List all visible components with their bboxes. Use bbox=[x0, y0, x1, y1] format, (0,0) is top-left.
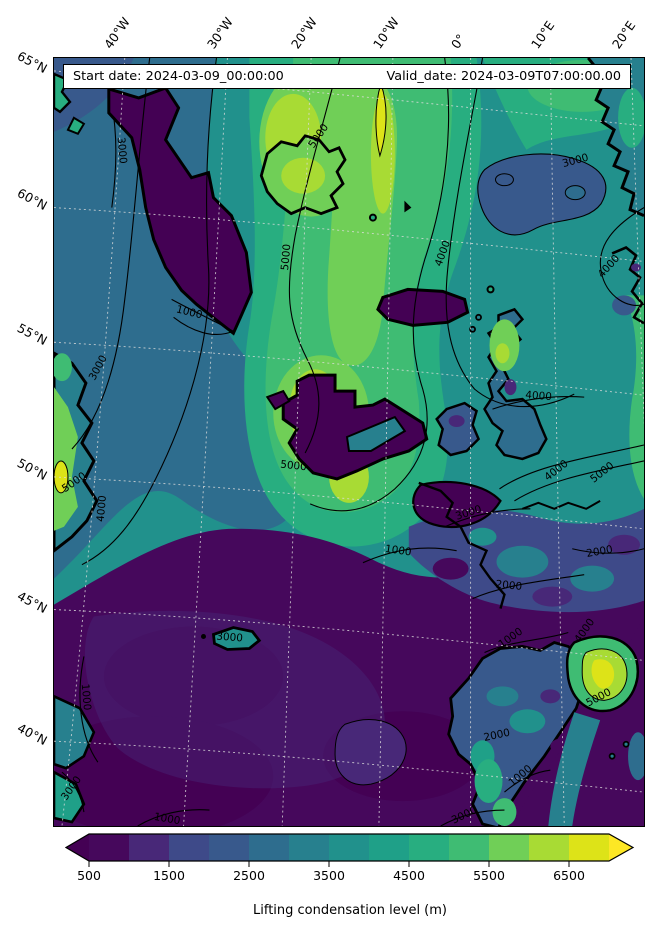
longitude-tick-label: 10°W bbox=[369, 14, 402, 52]
colorbar bbox=[64, 833, 635, 869]
colorbar-tick-label: 5500 bbox=[473, 868, 505, 883]
contour-label: 2000 bbox=[483, 727, 512, 744]
contour-lines bbox=[61, 58, 644, 826]
colorbar-segment bbox=[449, 834, 489, 861]
graticule bbox=[54, 58, 644, 826]
colorbar-over-arrow bbox=[609, 834, 633, 861]
colorbar-tick-label: 6500 bbox=[553, 868, 585, 883]
colorbar-segment bbox=[249, 834, 289, 861]
latitude-tick-label: 65°N bbox=[14, 48, 50, 77]
longitude-tick-label: 0° bbox=[447, 31, 469, 52]
latitude-tick-label: 55°N bbox=[14, 320, 50, 349]
colorbar-tick-label: 2500 bbox=[233, 868, 265, 883]
colorbar-segment bbox=[489, 834, 529, 861]
colorbar-canvas bbox=[64, 833, 635, 867]
colorbar-title: Lifting condensation level (m) bbox=[253, 903, 447, 918]
coastlines bbox=[54, 58, 644, 826]
longitude-tick-label: 20°W bbox=[287, 14, 320, 52]
latitude-tick-label: 60°N bbox=[14, 185, 50, 214]
colorbar-outline bbox=[64, 833, 635, 862]
contour-label: 2000 bbox=[585, 544, 613, 560]
ireland bbox=[435, 401, 481, 457]
colorbar-segment bbox=[209, 834, 249, 861]
colorbar-segment bbox=[529, 834, 569, 861]
contour-label: 3000 bbox=[216, 631, 243, 645]
colorbar-tick-label: 3500 bbox=[313, 868, 345, 883]
colorbar-segment bbox=[329, 834, 369, 861]
contour-label: 3000 bbox=[115, 137, 129, 165]
colorbar-tick-label: 4500 bbox=[393, 868, 425, 883]
colorbar-segment bbox=[369, 834, 409, 861]
denmark-coast bbox=[611, 246, 644, 325]
latitude-tick-label: 45°N bbox=[14, 588, 50, 617]
colorbar-segment bbox=[409, 834, 449, 861]
north-sea-coast bbox=[522, 499, 601, 510]
contour-label: 4000 bbox=[95, 495, 109, 523]
contour-label: 1000 bbox=[153, 811, 181, 826]
contour-label: 1000 bbox=[384, 543, 412, 559]
latitude-tick-label: 40°N bbox=[14, 720, 50, 749]
map-axes: 3000 5000 5000 1000 3000 4000 4000 3000 4000 5000… bbox=[53, 57, 645, 827]
longitude-tick-label: 30°W bbox=[203, 14, 236, 52]
colorbar-segment bbox=[89, 834, 129, 861]
colorbar-tick-label: 500 bbox=[77, 868, 101, 883]
greenland-blob bbox=[107, 86, 253, 336]
valid-date-text: Valid_date: 2024-03-09T07:00:00.00 bbox=[386, 69, 621, 84]
contour-label: 5000 bbox=[279, 243, 293, 271]
longitude-tick-label: 20°E bbox=[608, 18, 639, 52]
colorbar-segment bbox=[569, 834, 609, 861]
shetland-islands bbox=[486, 285, 495, 294]
contour-label: 1000 bbox=[79, 683, 93, 711]
colorbar-segment bbox=[129, 834, 169, 861]
france-coast bbox=[418, 481, 506, 609]
latitude-tick-label: 50°N bbox=[14, 455, 50, 484]
longitude-tick-label: 40°W bbox=[100, 14, 133, 52]
contour-label: 2000 bbox=[495, 578, 523, 593]
longitude-tick-label: 10°E bbox=[527, 18, 558, 52]
colorbar-segment bbox=[289, 834, 329, 861]
contour-label: 5000 bbox=[280, 459, 308, 474]
start-date-text: Start date: 2024-03-09_00:00:00 bbox=[73, 69, 284, 84]
mediterranean bbox=[512, 616, 644, 826]
colorbar-segment bbox=[169, 834, 209, 861]
contour-label: 4000 bbox=[525, 389, 552, 403]
date-annotation-box: Start date: 2024-03-09_00:00:00 Valid_da… bbox=[63, 64, 631, 89]
faroe-islands bbox=[368, 213, 377, 222]
colorbar-tick-label: 1500 bbox=[153, 868, 185, 883]
south-of-iceland-blob bbox=[376, 287, 470, 327]
colorbar-under-arrow bbox=[66, 834, 89, 861]
azores bbox=[211, 626, 262, 651]
